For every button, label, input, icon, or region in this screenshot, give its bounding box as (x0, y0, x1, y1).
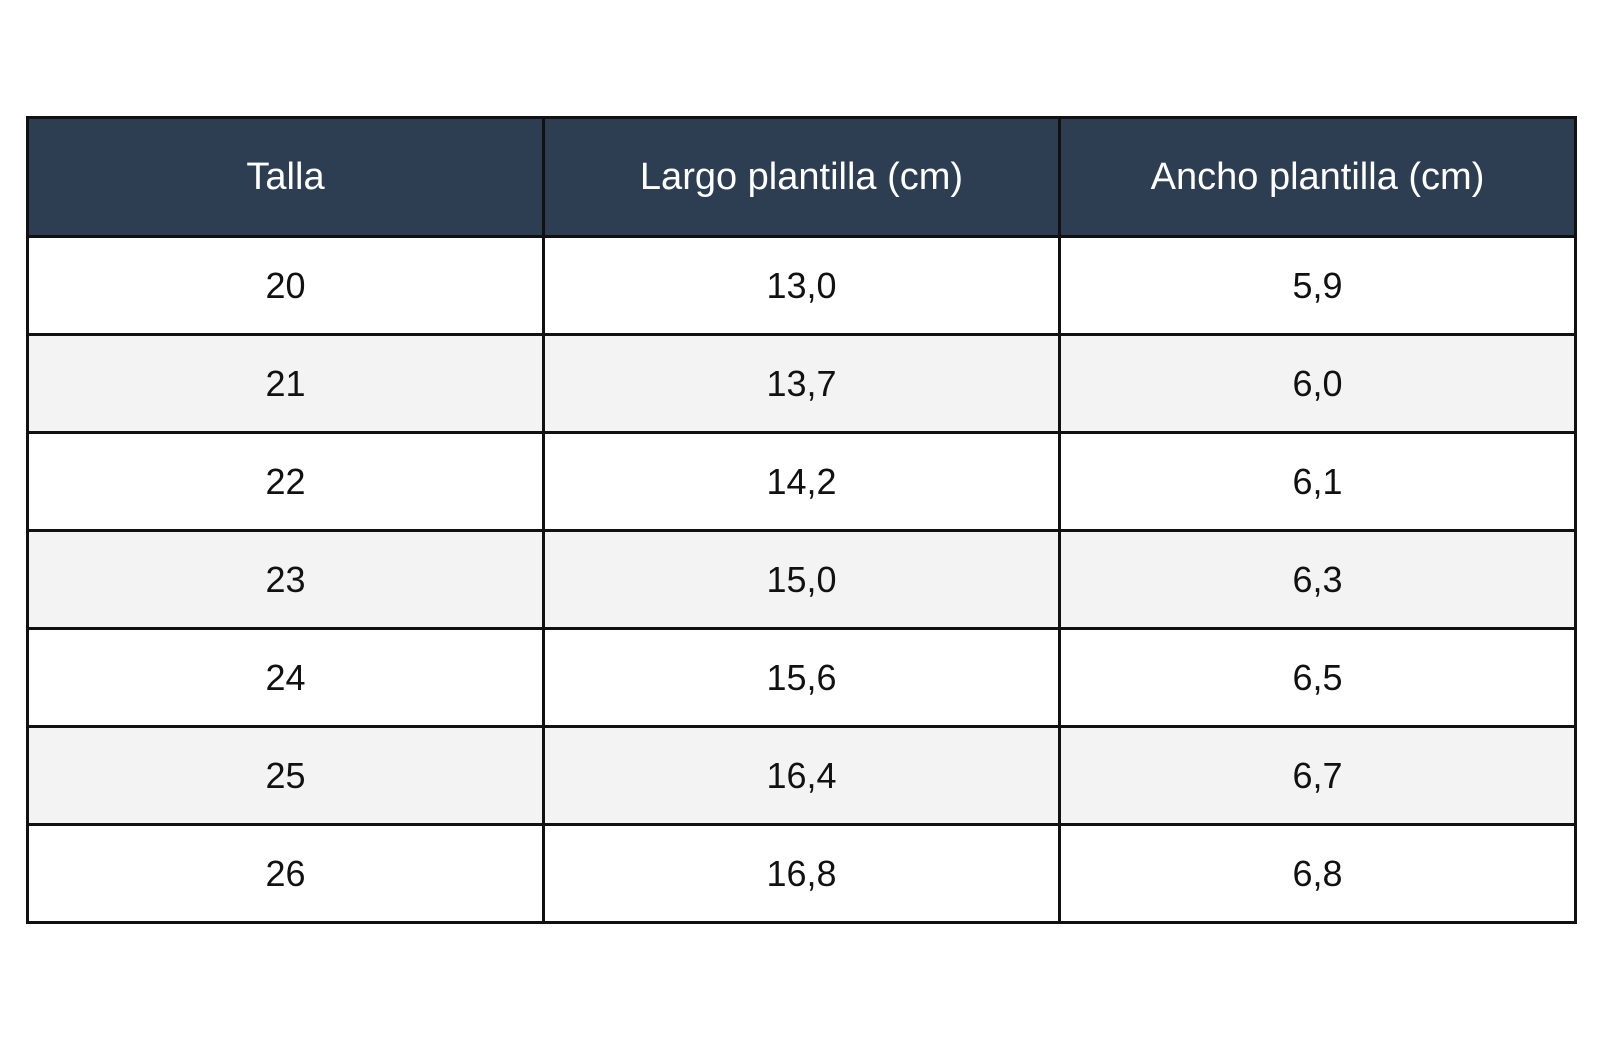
table-row: 20 13,0 5,9 (26, 235, 1577, 336)
cell-talla: 21 (26, 333, 545, 434)
table-row: 25 16,4 6,7 (26, 725, 1577, 826)
table-row: 23 15,0 6,3 (26, 529, 1577, 630)
table-row: 26 16,8 6,8 (26, 823, 1577, 924)
cell-largo: 16,4 (542, 725, 1061, 826)
cell-talla: 24 (26, 627, 545, 728)
header-row: Talla Largo plantilla (cm) Ancho plantil… (26, 116, 1577, 238)
cell-largo: 15,6 (542, 627, 1061, 728)
cell-ancho: 6,3 (1058, 529, 1577, 630)
table-row: 22 14,2 6,1 (26, 431, 1577, 532)
size-chart-table: Talla Largo plantilla (cm) Ancho plantil… (26, 116, 1577, 924)
cell-largo: 14,2 (542, 431, 1061, 532)
column-header-talla: Talla (26, 116, 545, 238)
cell-talla: 26 (26, 823, 545, 924)
table-row: 21 13,7 6,0 (26, 333, 1577, 434)
cell-ancho: 6,7 (1058, 725, 1577, 826)
cell-talla: 25 (26, 725, 545, 826)
cell-largo: 13,7 (542, 333, 1061, 434)
table-header: Talla Largo plantilla (cm) Ancho plantil… (26, 116, 1577, 238)
cell-talla: 23 (26, 529, 545, 630)
cell-ancho: 6,8 (1058, 823, 1577, 924)
cell-talla: 22 (26, 431, 545, 532)
cell-largo: 15,0 (542, 529, 1061, 630)
cell-ancho: 6,5 (1058, 627, 1577, 728)
cell-ancho: 6,1 (1058, 431, 1577, 532)
table-body: 20 13,0 5,9 21 13,7 6,0 22 14,2 6,1 23 1… (26, 235, 1577, 924)
cell-largo: 13,0 (542, 235, 1061, 336)
column-header-largo-plantilla: Largo plantilla (cm) (542, 116, 1061, 238)
cell-ancho: 6,0 (1058, 333, 1577, 434)
cell-talla: 20 (26, 235, 545, 336)
column-header-ancho-plantilla: Ancho plantilla (cm) (1058, 116, 1577, 238)
cell-largo: 16,8 (542, 823, 1061, 924)
table-row: 24 15,6 6,5 (26, 627, 1577, 728)
cell-ancho: 5,9 (1058, 235, 1577, 336)
